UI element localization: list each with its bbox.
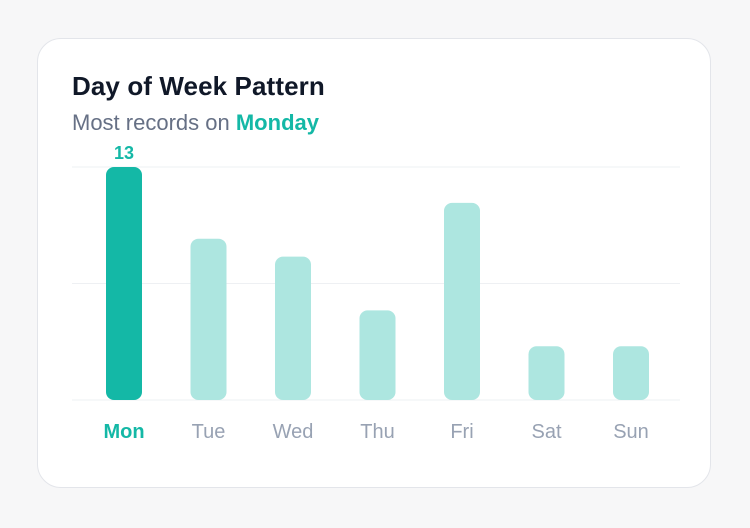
bar-fri[interactable] [444,202,480,400]
bar-chart: Mon 13 Tue Wed Thu Fri Sat Sun [72,143,680,443]
tick-label-mon: Mon [103,421,144,443]
bar-mon[interactable] [106,167,142,400]
bars [106,167,649,400]
tick-label-sat: Sat [531,421,561,443]
day-of-week-card: Day of Week Pattern Most records on Mond… [37,38,711,488]
subtitle-prefix: Most records on [72,110,230,135]
subtitle-highlight-day: Monday [235,110,319,135]
card-subtitle: Most records on Monday [72,110,319,136]
card-title: Day of Week Pattern [72,71,325,101]
tick-label-thu: Thu [360,421,394,443]
bar-wed[interactable] [275,256,311,400]
tick-labels: Mon 13 Tue Wed Thu Fri Sat Sun [103,143,648,443]
bar-sun[interactable] [613,346,649,400]
tick-label-fri: Fri [450,421,473,443]
tick-label-wed: Wed [273,421,314,443]
bar-thu[interactable] [359,310,396,400]
tick-label-sun: Sun [613,421,649,443]
data-label-mon: 13 [114,143,134,163]
bar-sat[interactable] [528,346,565,400]
bar-tue[interactable] [190,238,227,400]
tick-label-tue: Tue [192,421,226,443]
